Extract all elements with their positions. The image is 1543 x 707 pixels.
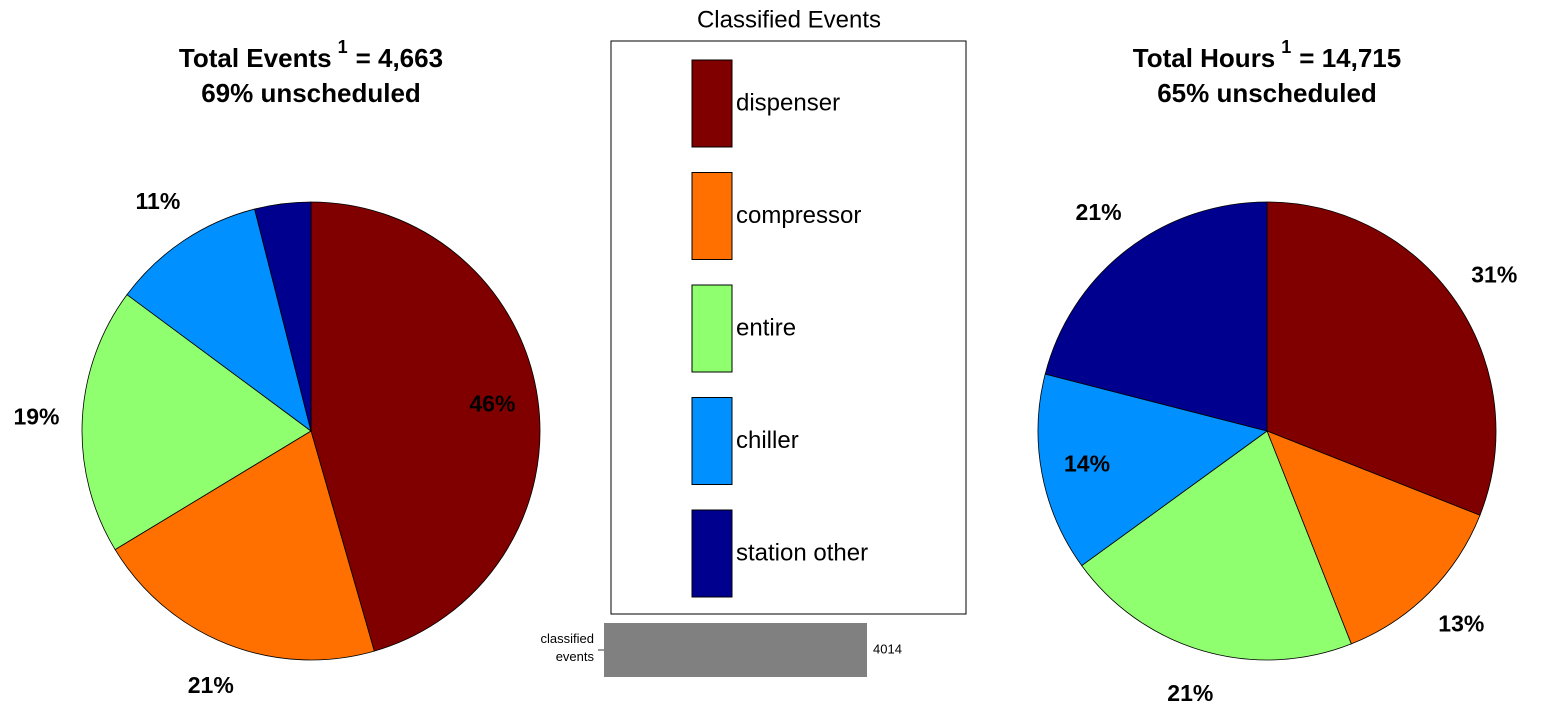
legend-label: chiller <box>736 427 799 454</box>
title-superscript: 1 <box>338 37 348 57</box>
chart-subtitle: 65% unscheduled <box>1157 78 1377 108</box>
legend-swatch <box>691 509 733 598</box>
legend-box <box>610 40 967 615</box>
title-text: Total Events <box>179 43 332 73</box>
chart-title: Total Hours 1 = 14,715 <box>1133 37 1401 73</box>
title-text: Total Hours <box>1133 43 1276 73</box>
legend-swatch <box>691 172 733 260</box>
legend-label: dispenser <box>736 89 840 116</box>
pie-label: 19% <box>13 403 59 429</box>
pie-label: 21% <box>1076 199 1122 225</box>
bar <box>604 623 867 677</box>
pie-slice <box>310 201 541 652</box>
legend-label: station other <box>736 539 868 566</box>
pie-label: 21% <box>188 672 234 698</box>
bar-value-label: 4014 <box>873 641 902 656</box>
pie-slice <box>1266 201 1497 516</box>
pie-slice <box>81 294 312 551</box>
pie-label: 31% <box>1471 262 1517 288</box>
pie-label: 14% <box>1064 450 1110 476</box>
bar-category-label: classified events <box>540 631 594 664</box>
pie-label: 11% <box>136 188 181 214</box>
pie-slice <box>254 201 312 432</box>
pie-slice <box>1037 373 1268 567</box>
pie-slice <box>114 430 375 661</box>
pie-slice <box>126 208 312 432</box>
title-suffix: = 4,663 <box>356 43 443 73</box>
title-superscript: 1 <box>1281 37 1291 57</box>
pie-slice <box>1081 430 1352 661</box>
legend-label: entire <box>736 314 796 341</box>
legend-swatch <box>691 284 733 373</box>
pie-label: 46% <box>469 391 515 417</box>
pie-label: 13% <box>1438 610 1484 636</box>
legend-swatch <box>691 397 733 485</box>
legend-label: compressor <box>736 202 861 229</box>
chart-subtitle: 69% unscheduled <box>201 78 421 108</box>
legend-swatch <box>691 59 733 148</box>
pie-slice <box>1266 430 1481 645</box>
title-suffix: = 14,715 <box>1299 43 1401 73</box>
pie-slice <box>1044 201 1268 432</box>
legend-title: Classified Events <box>697 6 881 33</box>
pie-label: 21% <box>1167 680 1213 706</box>
chart-title: Total Events 1 = 4,663 <box>179 37 443 73</box>
